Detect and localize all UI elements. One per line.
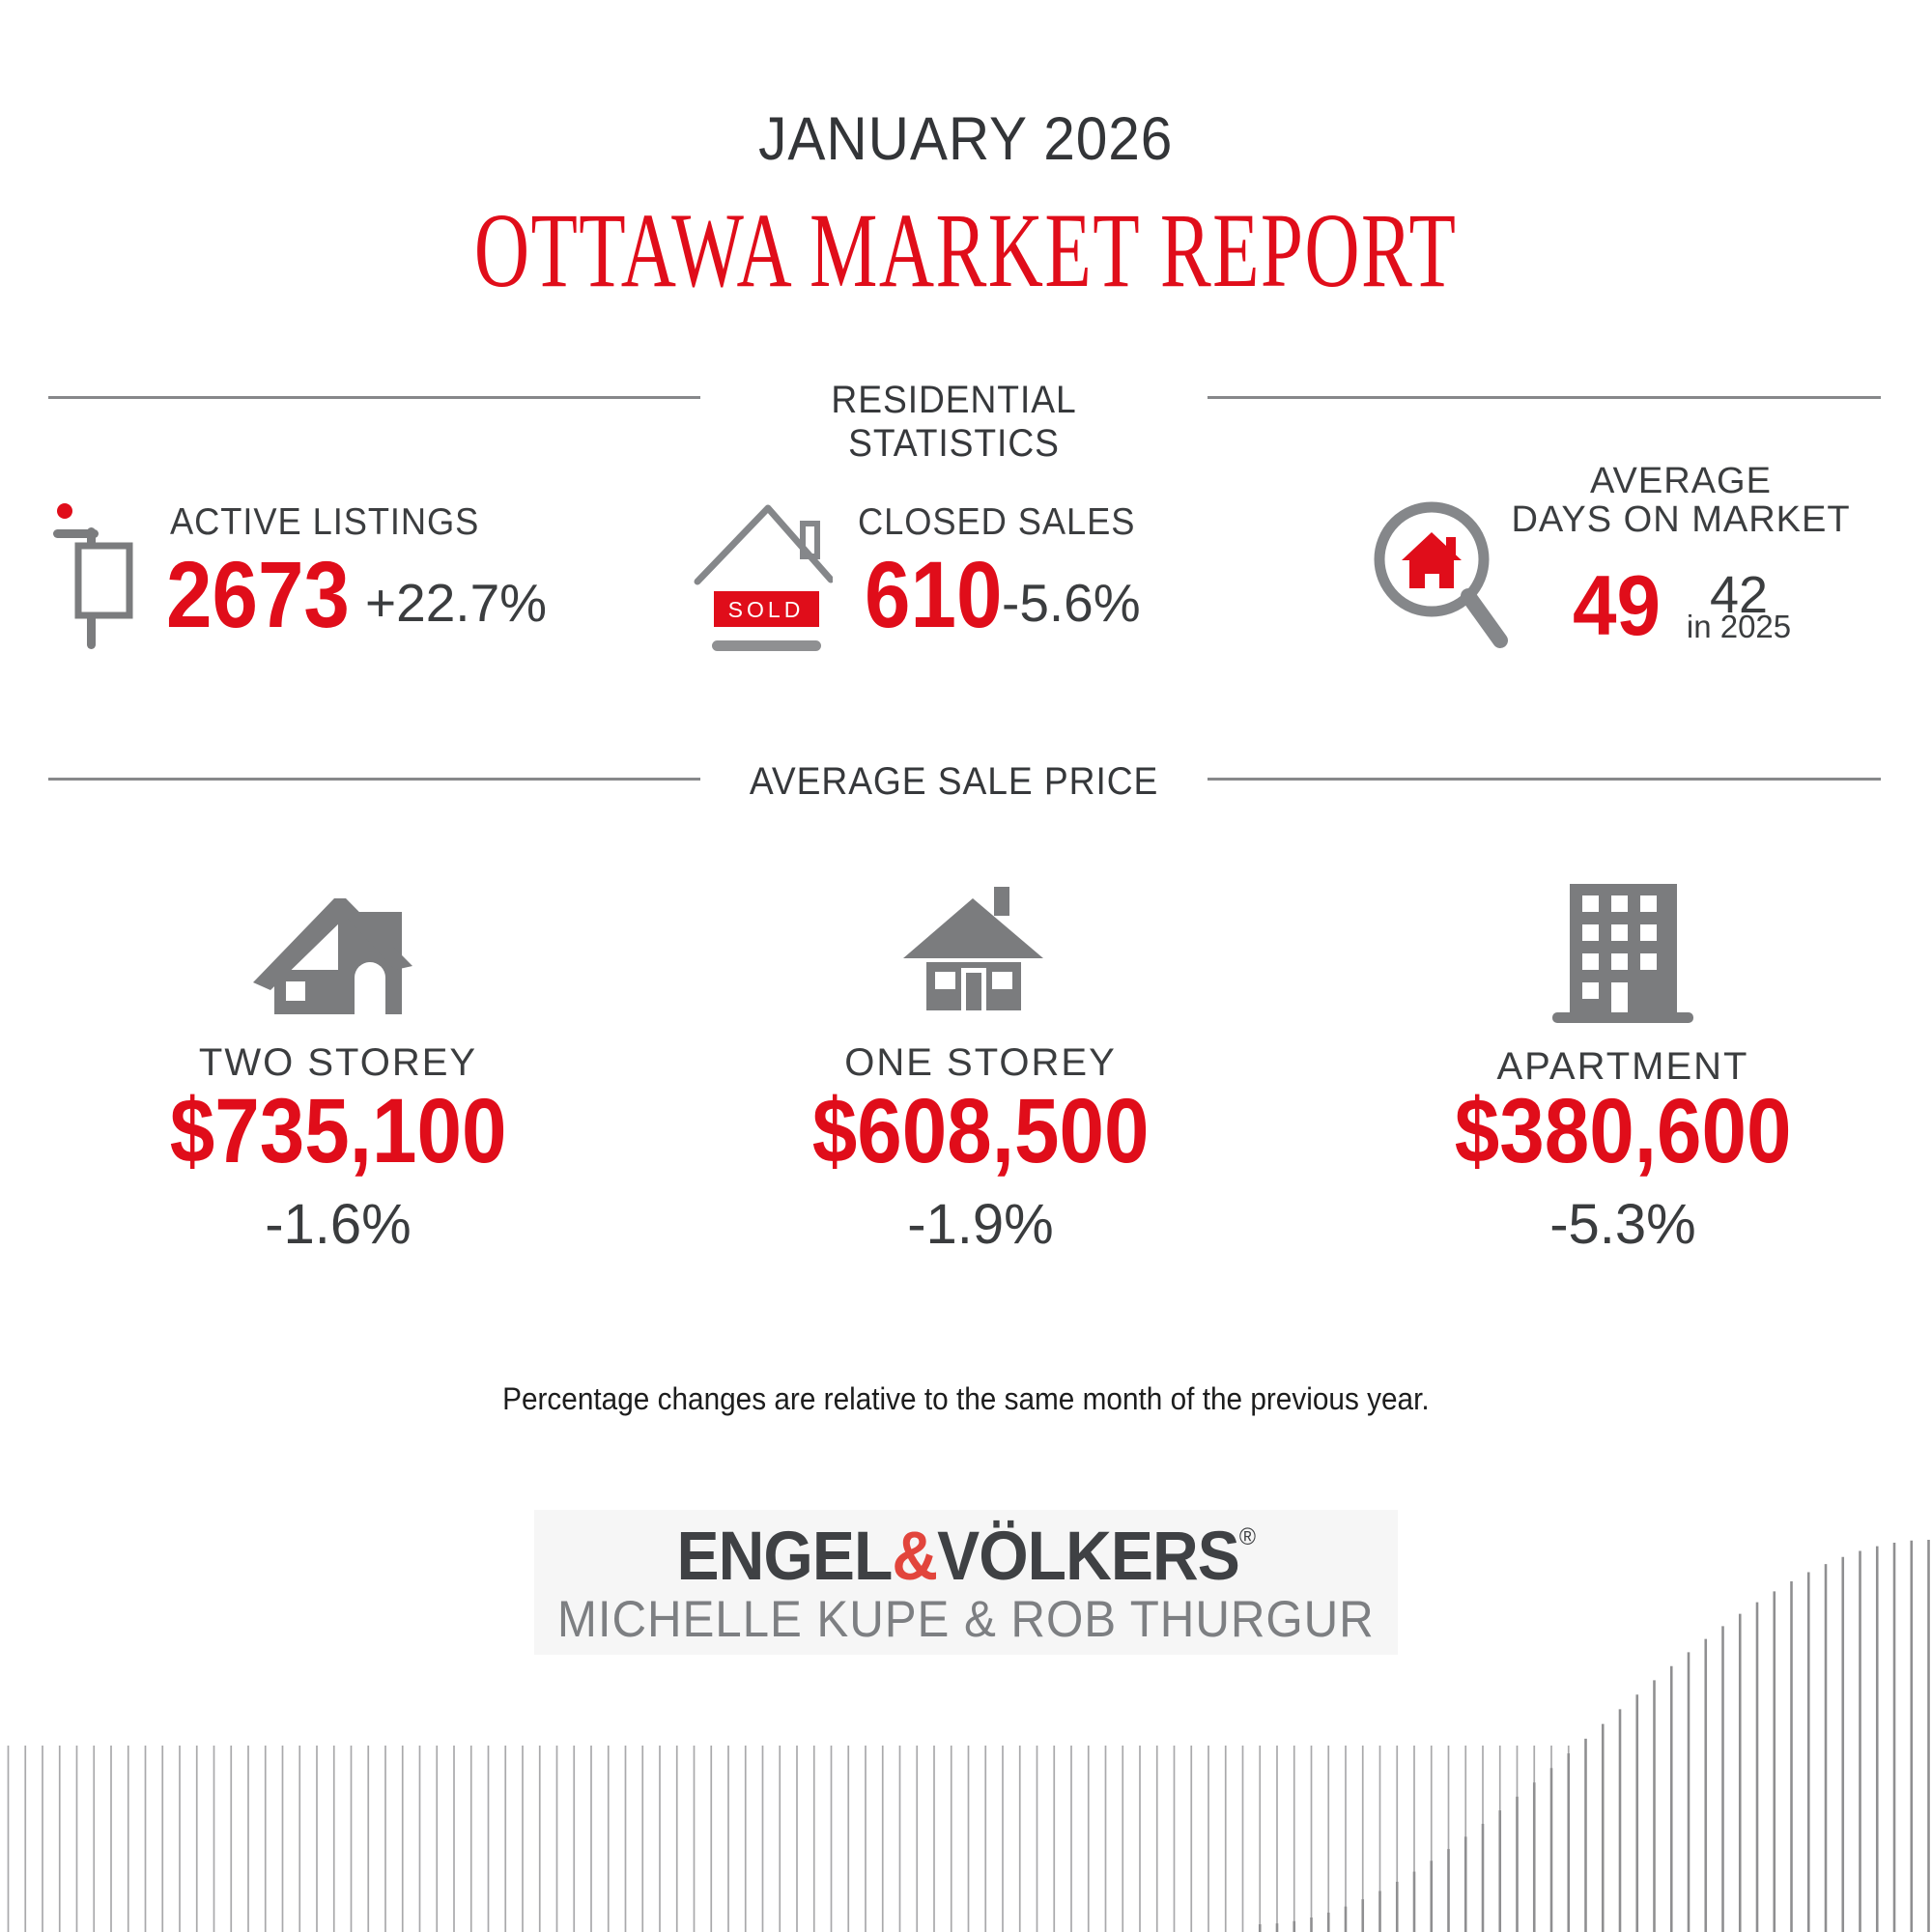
- active-listings-label: ACTIVE LISTINGS: [170, 501, 480, 543]
- section-title-residential: RESIDENTIAL STATISTICS: [831, 379, 1077, 465]
- magnifier-house-icon: [1374, 501, 1508, 648]
- brand-ampersand: &: [892, 1519, 938, 1595]
- divider-left: [48, 778, 700, 781]
- days-on-market-previous-label: in 2025: [1686, 609, 1792, 644]
- one-storey-house-icon: [903, 887, 1043, 1010]
- closed-sales-change: -5.6%: [1002, 573, 1141, 633]
- for-sale-sign-icon: [53, 503, 133, 649]
- days-on-market-previous-value: 42: [1709, 566, 1769, 624]
- two-storey-label: TWO STOREY: [198, 1041, 478, 1084]
- svg-text:SOLD: SOLD: [728, 597, 805, 622]
- one-storey-label: ONE STOREY: [844, 1041, 1117, 1084]
- two-storey-change: -1.6%: [265, 1193, 412, 1256]
- active-listings-value: 2673: [166, 542, 350, 647]
- closed-sales-label: CLOSED SALES: [858, 501, 1136, 543]
- apartment-price: $380,600: [1454, 1080, 1792, 1182]
- logo-background: [534, 1510, 1398, 1655]
- report-month: JANUARY 2026: [758, 105, 1174, 173]
- section-title-average-sale-price: AVERAGE SALE PRICE: [749, 760, 1159, 803]
- divider-left: [48, 396, 700, 399]
- divider-right: [1208, 396, 1881, 399]
- divider-right: [1208, 778, 1881, 781]
- registered-mark: ®: [1238, 1523, 1256, 1550]
- apartment-change: -5.3%: [1549, 1193, 1696, 1256]
- two-storey-house-icon: [253, 898, 412, 1014]
- days-on-market-value: 49: [1573, 557, 1662, 653]
- brand-volkers: VÖLKERS: [936, 1519, 1240, 1595]
- days-on-market-label: AVERAGE DAYS ON MARKET: [1511, 461, 1851, 540]
- agent-names: MICHELLE KUPE & ROB THURGUR: [557, 1591, 1375, 1648]
- brand-engel: ENGEL: [676, 1519, 893, 1595]
- sold-house-icon: SOLD: [694, 504, 833, 651]
- closed-sales-value: 610: [865, 542, 1003, 647]
- one-storey-price: $608,500: [811, 1080, 1150, 1182]
- active-listings-change: +22.7%: [365, 573, 548, 633]
- one-storey-change: -1.9%: [907, 1193, 1054, 1256]
- apartment-label: APARTMENT: [1496, 1045, 1749, 1088]
- apartment-building-icon: [1552, 884, 1693, 1023]
- two-storey-price: $735,100: [169, 1080, 507, 1182]
- footnote: Percentage changes are relative to the s…: [502, 1381, 1430, 1416]
- page-title: OTTAWA MARKET REPORT: [474, 191, 1458, 309]
- brand-logo: ENGEL&VÖLKERS®: [0, 1522, 1932, 1591]
